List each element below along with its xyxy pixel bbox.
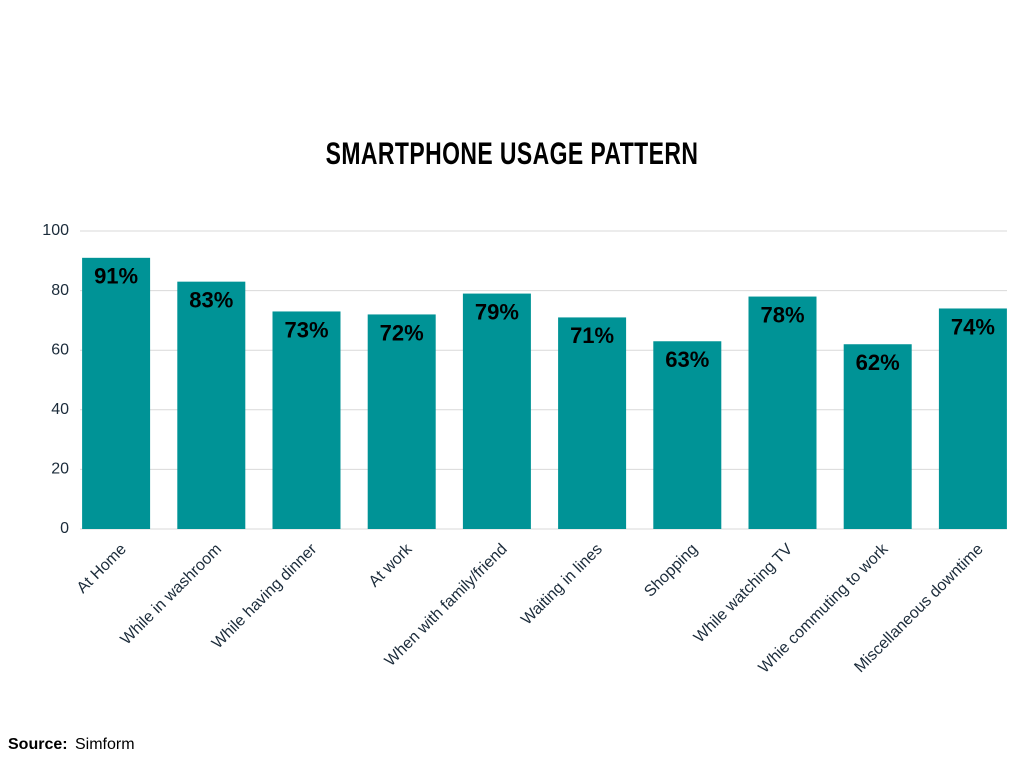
y-tick-label: 20: [51, 461, 69, 478]
value-label: 78%: [760, 302, 804, 327]
value-label: 74%: [951, 314, 995, 339]
value-label: 63%: [665, 347, 709, 372]
bar: [843, 344, 912, 529]
chart-title: SMARTPHONE USAGE PATTERN: [326, 136, 699, 171]
bar: [558, 317, 627, 529]
x-tick-label: At work: [366, 540, 416, 590]
value-label: 62%: [856, 350, 900, 375]
value-label: 73%: [284, 317, 328, 342]
y-tick-label: 60: [51, 341, 69, 358]
y-tick-label: 40: [51, 401, 69, 418]
value-label: 71%: [570, 323, 614, 348]
bar: [462, 293, 531, 529]
x-tick-label: Shopping: [641, 541, 701, 601]
y-tick-label: 80: [51, 282, 69, 299]
source: Simform: [75, 736, 135, 753]
bar: [82, 257, 151, 529]
bar: [748, 296, 817, 529]
y-tick-label: 100: [42, 222, 69, 239]
bar: [367, 314, 436, 529]
x-tick-label: Waiting in lines: [518, 541, 606, 629]
value-label: 79%: [475, 299, 519, 324]
y-tick-label: 0: [60, 520, 69, 537]
source-label: Source:: [8, 736, 68, 753]
value-label: 91%: [94, 264, 138, 289]
bar: [653, 341, 722, 529]
value-label: 72%: [380, 320, 424, 345]
bar: [272, 311, 341, 529]
x-tick-label: While watching TV: [691, 541, 797, 647]
x-tick-label: At Home: [74, 541, 130, 597]
x-tick-label: While in washroom: [118, 541, 226, 649]
bar: [177, 281, 246, 529]
value-label: 83%: [189, 287, 233, 312]
x-tick-label: While having dinner: [209, 540, 321, 652]
bar: [938, 308, 1007, 529]
